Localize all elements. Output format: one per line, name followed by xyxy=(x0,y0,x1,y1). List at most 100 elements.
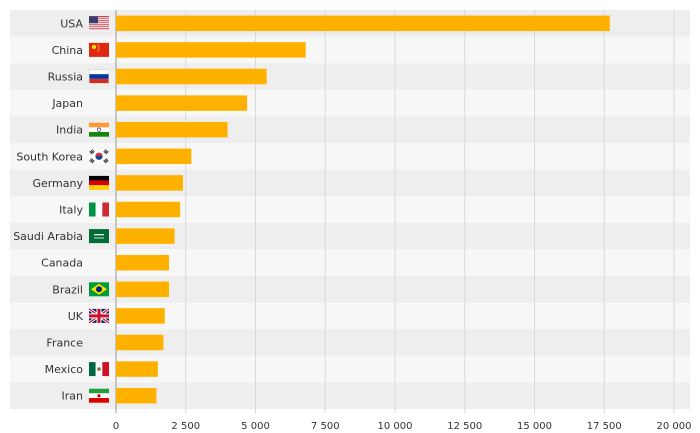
flag-part xyxy=(102,362,109,377)
flag-part xyxy=(89,22,109,24)
flag-part xyxy=(89,19,109,21)
china-flag-icon xyxy=(89,42,109,57)
flag-part xyxy=(89,16,98,24)
flag-part xyxy=(89,21,109,23)
saudi-arabia-flag-icon xyxy=(89,229,109,244)
flag-part xyxy=(104,160,109,164)
x-tick-label: 17 500 xyxy=(587,421,622,432)
flag-part xyxy=(103,159,109,163)
flag-part xyxy=(96,127,102,132)
row-band xyxy=(10,63,690,90)
russia-flag-icon xyxy=(89,69,109,84)
row-band xyxy=(10,143,690,170)
flag-part xyxy=(98,46,100,48)
bar xyxy=(116,95,248,111)
bar xyxy=(116,361,158,377)
bar xyxy=(116,68,267,85)
flag-part xyxy=(89,29,109,31)
flag-part xyxy=(103,158,109,164)
flag-part xyxy=(103,151,108,155)
bar xyxy=(116,42,306,58)
category-label: Germany xyxy=(32,177,83,190)
flag-part xyxy=(89,160,94,164)
x-tick-label: 20 000 xyxy=(657,421,692,432)
bar xyxy=(116,15,610,32)
iran-flag-icon xyxy=(89,388,109,403)
row-band xyxy=(10,276,690,303)
x-tick-label: 10 000 xyxy=(378,421,413,432)
south-korea-flag-icon xyxy=(89,149,109,164)
flag-part xyxy=(95,202,103,217)
flag-part xyxy=(90,151,95,155)
flag-part xyxy=(98,48,100,50)
category-label: China xyxy=(52,44,83,57)
flag-part xyxy=(89,25,109,27)
flag-part xyxy=(89,132,109,137)
flag-part xyxy=(89,24,109,26)
flag-part xyxy=(89,27,109,29)
row-band xyxy=(10,222,690,250)
flag-part xyxy=(89,16,109,18)
category-label: India xyxy=(56,124,83,137)
row-band xyxy=(10,329,690,356)
flag-part xyxy=(89,229,109,244)
x-axis-ticks: 0 2 500 5 000 7 500 10 000 12 500 15 000 17 500… xyxy=(113,421,692,432)
flag-part xyxy=(103,150,109,154)
flag-part xyxy=(89,127,109,133)
row-band xyxy=(10,355,690,383)
category-label: Japan xyxy=(51,97,83,110)
bar xyxy=(116,121,228,138)
bar xyxy=(116,308,165,324)
flag-part xyxy=(89,185,109,190)
flag-part xyxy=(89,74,109,79)
india-flag-icon xyxy=(89,122,109,137)
flag-part xyxy=(89,18,109,20)
flag-part xyxy=(95,152,103,157)
bar xyxy=(116,201,181,218)
flag-part xyxy=(97,44,99,46)
category-label: UK xyxy=(68,310,84,323)
row-band xyxy=(10,169,690,197)
flag-part xyxy=(94,234,104,236)
x-tick-label: 0 xyxy=(113,421,119,432)
flag-part xyxy=(89,149,94,153)
category-label: Russia xyxy=(48,71,83,84)
flag-part xyxy=(89,398,109,403)
flag-part xyxy=(89,159,95,163)
category-label: Saudi Arabia xyxy=(13,230,83,243)
flag-part xyxy=(89,388,109,394)
mexico-flag-icon xyxy=(89,362,109,377)
flag-part xyxy=(89,28,109,30)
category-label: Brazil xyxy=(52,283,83,296)
bar xyxy=(116,148,192,165)
row-band xyxy=(10,116,690,143)
bar xyxy=(116,387,157,404)
flag-part xyxy=(89,23,109,25)
x-tick-label: 12 500 xyxy=(447,421,482,432)
x-tick-label: 15 000 xyxy=(517,421,552,432)
category-label: Mexico xyxy=(45,363,84,376)
category-labels: USA China Russia Japan India South Korea Germa… xyxy=(13,17,84,402)
flag-part xyxy=(89,42,109,57)
x-tick-label: 7 500 xyxy=(311,421,340,432)
flag-part xyxy=(102,202,109,217)
x-tick-label: 2 500 xyxy=(171,421,200,432)
flag-part xyxy=(90,158,95,162)
flag-part xyxy=(97,367,101,371)
bars xyxy=(116,15,610,404)
row-band xyxy=(10,382,690,409)
flag-part xyxy=(97,50,99,52)
category-label: France xyxy=(46,337,83,350)
flag-part xyxy=(103,158,108,162)
flag-part xyxy=(104,149,109,153)
bar xyxy=(116,334,164,351)
brazil-flag-icon xyxy=(89,282,109,297)
germany-flag-icon xyxy=(89,175,109,190)
category-label: USA xyxy=(60,17,83,30)
bar xyxy=(116,281,170,298)
flag-part xyxy=(89,150,95,154)
row-band xyxy=(10,89,690,117)
usa-flag-icon xyxy=(89,16,109,31)
x-tick-label: 5 000 xyxy=(241,421,270,432)
